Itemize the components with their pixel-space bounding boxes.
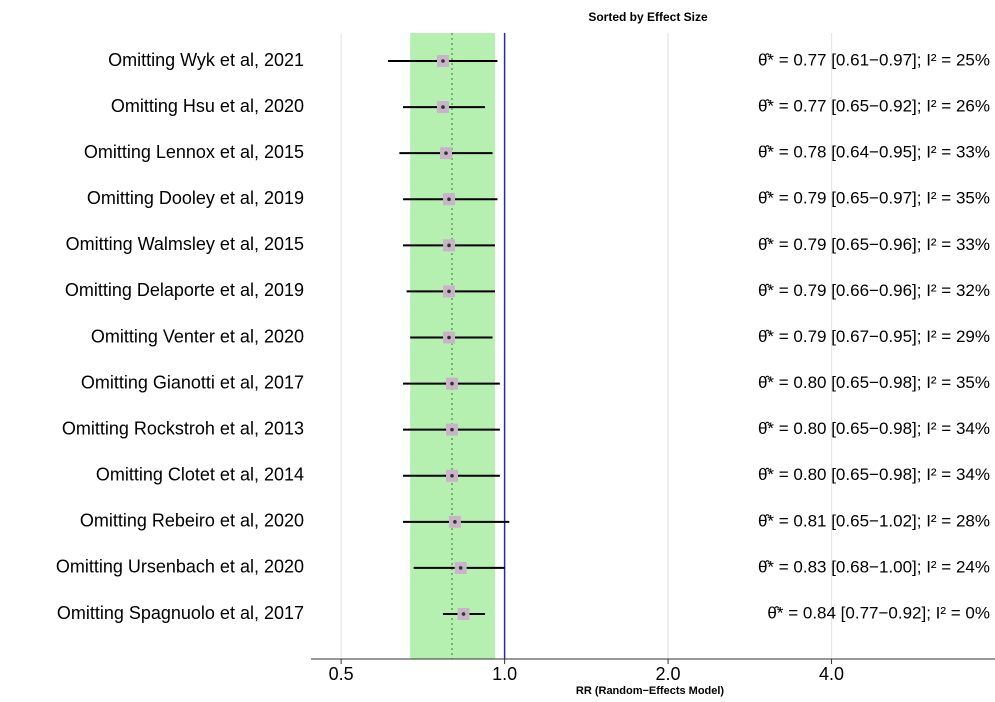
estimate-label: θ̂* = 0.84 [0.77−0.92]; I² = 0% xyxy=(767,603,990,622)
row-label: Omitting Hsu et al, 2020 xyxy=(111,96,304,116)
estimate-label: θ̂* = 0.79 [0.65−0.97]; I² = 35% xyxy=(758,189,990,208)
estimate-label: θ̂* = 0.77 [0.65−0.92]; I² = 26% xyxy=(758,97,990,116)
x-tick-label: 0.5 xyxy=(329,664,354,684)
row-label: Omitting Dooley et al, 2019 xyxy=(87,188,304,208)
x-tick-label: 2.0 xyxy=(656,664,681,684)
estimate-label: θ̂* = 0.80 [0.65−0.98]; I² = 34% xyxy=(758,465,990,484)
point-center xyxy=(447,335,451,340)
row-label: Omitting Rebeiro et al, 2020 xyxy=(80,511,304,531)
point-center xyxy=(461,612,466,616)
row-label: Omitting Wyk et al, 2021 xyxy=(108,50,304,70)
point-center xyxy=(458,566,463,570)
row-label: Omitting Gianotti et al, 2017 xyxy=(81,372,304,392)
estimate-label: θ̂* = 0.83 [0.68−1.00]; I² = 24% xyxy=(758,557,990,576)
point-center xyxy=(444,151,448,155)
row-label: Omitting Lennox et al, 2015 xyxy=(84,142,304,162)
row-label: Omitting Delaporte et al, 2019 xyxy=(65,280,304,300)
estimate-label: θ̂* = 0.79 [0.66−0.96]; I² = 32% xyxy=(758,281,990,300)
estimate-label: θ̂* = 0.80 [0.65−0.98]; I² = 35% xyxy=(758,373,990,392)
x-tick-label: 1.0 xyxy=(492,664,517,684)
estimate-label: θ̂* = 0.81 [0.65−1.02]; I² = 28% xyxy=(758,511,990,530)
x-axis-label: RR (Random−Effects Model) xyxy=(576,685,725,697)
estimate-label: θ̂* = 0.77 [0.61−0.97]; I² = 25% xyxy=(758,50,990,69)
row-label: Omitting Clotet et al, 2014 xyxy=(96,465,304,485)
point-center xyxy=(447,289,451,294)
point-center xyxy=(441,105,445,109)
point-center xyxy=(447,197,451,202)
estimate-label: θ̂* = 0.79 [0.67−0.95]; I² = 29% xyxy=(758,327,990,346)
point-center xyxy=(450,473,454,478)
estimate-label: θ̂* = 0.80 [0.65−0.98]; I² = 34% xyxy=(758,419,990,438)
point-center xyxy=(450,381,454,386)
row-label: Omitting Walmsley et al, 2015 xyxy=(66,234,304,254)
point-center xyxy=(450,427,454,432)
row-label: Omitting Venter et al, 2020 xyxy=(91,326,304,346)
row-label: Omitting Rockstroh et al, 2013 xyxy=(62,418,304,438)
point-center xyxy=(453,520,457,524)
point-center xyxy=(447,243,451,248)
estimate-label: θ̂* = 0.78 [0.64−0.95]; I² = 33% xyxy=(758,143,990,162)
point-center xyxy=(441,59,445,63)
row-label: Omitting Spagnuolo et al, 2017 xyxy=(57,603,304,623)
estimate-label: θ̂* = 0.79 [0.65−0.96]; I² = 33% xyxy=(758,235,990,254)
overall-ci-band xyxy=(410,33,495,659)
x-tick-label: 4.0 xyxy=(819,664,844,684)
row-label: Omitting Ursenbach et al, 2020 xyxy=(56,557,304,577)
chart-title: Sorted by Effect Size xyxy=(588,10,708,24)
